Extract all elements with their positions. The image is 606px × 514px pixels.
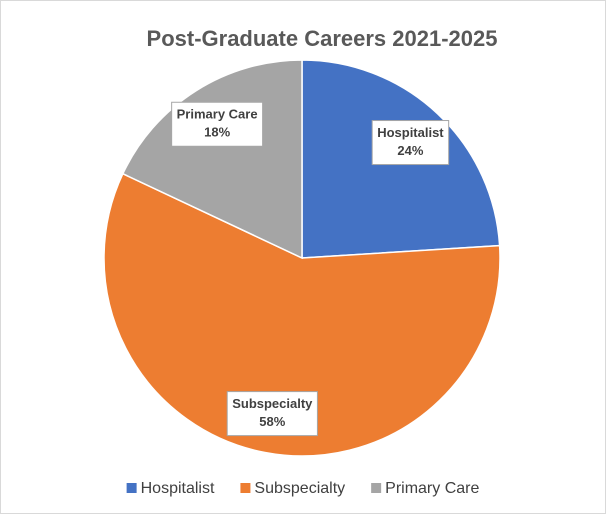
data-label-box (171, 101, 264, 147)
data-label-value: 24% (397, 143, 423, 158)
data-label-box (226, 391, 318, 437)
legend-label: Hospitalist (141, 480, 215, 497)
data-label-category: Subspecialty (232, 396, 313, 411)
legend-label: Subspecialty (254, 480, 345, 497)
data-label-category: Hospitalist (377, 125, 444, 140)
legend-marker (371, 483, 382, 493)
legend-label: Primary Care (385, 480, 479, 497)
pie-slice (103, 172, 501, 457)
data-label: Subspecialty 58% (226, 391, 318, 437)
legend-marker (126, 483, 137, 493)
data-label-category: Primary Care (177, 107, 258, 122)
data-label: Primary Care 18% (171, 101, 264, 147)
data-label-value: 58% (259, 414, 285, 429)
data-label-value: 18% (204, 125, 230, 140)
data-label-box (371, 120, 450, 166)
chart-title: Post-Graduate Careers 2021-2025 (147, 26, 498, 51)
legend-marker (240, 483, 251, 493)
data-label: Hospitalist 24% (371, 120, 450, 166)
